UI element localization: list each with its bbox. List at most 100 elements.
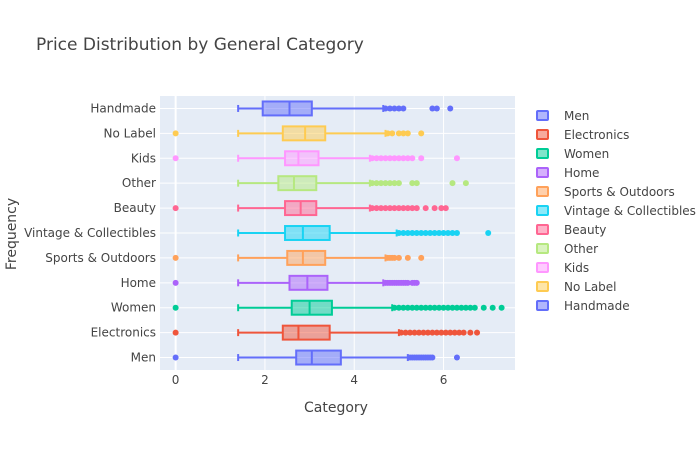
legend-item[interactable]: Vintage & Collectibles <box>533 201 696 220</box>
legend-item[interactable]: Men <box>533 106 696 125</box>
iqr-box <box>284 150 320 167</box>
x-tick-label: 4 <box>350 373 358 387</box>
legend-item[interactable]: Sports & Outdoors <box>533 182 696 201</box>
legend-item[interactable]: Electronics <box>533 125 696 144</box>
legend-swatch <box>536 148 549 159</box>
outlier-point <box>429 354 436 361</box>
iqr-box <box>277 175 318 192</box>
outlier-point <box>404 304 411 311</box>
outlier-point <box>409 155 416 162</box>
outlier-point <box>395 155 402 162</box>
legend[interactable]: Men Electronics Women Home Sports & Outdoors… <box>533 106 696 315</box>
box-trace[interactable] <box>172 274 420 291</box>
outlier-point <box>172 354 179 361</box>
outlier-point <box>453 155 460 162</box>
outlier-point <box>471 304 478 311</box>
outlier-point <box>445 304 452 311</box>
outlier-point <box>436 304 443 311</box>
outlier-point <box>429 105 436 112</box>
outlier-point <box>489 304 496 311</box>
outlier-point <box>453 354 460 361</box>
outlier-point <box>398 329 405 336</box>
outlier-point <box>409 205 416 212</box>
outlier-point <box>391 180 398 187</box>
box-trace[interactable] <box>237 175 469 192</box>
y-tick-label: Vintage & Collectibles <box>24 226 156 240</box>
outlier-point <box>378 180 385 187</box>
outlier-point <box>172 254 179 261</box>
box-trace[interactable] <box>172 324 481 341</box>
outlier-point <box>369 155 376 162</box>
iqr-box <box>286 249 327 266</box>
box-trace[interactable] <box>172 249 425 266</box>
outlier-point <box>427 304 434 311</box>
outlier-point <box>440 304 447 311</box>
iqr-box <box>281 125 327 142</box>
outlier-point <box>462 180 469 187</box>
legend-item[interactable]: Other <box>533 239 696 258</box>
legend-item[interactable]: Kids <box>533 258 696 277</box>
outlier-point <box>378 205 385 212</box>
box-trace[interactable] <box>172 299 505 316</box>
y-tick-label: Women <box>111 301 156 315</box>
outlier-point <box>384 130 391 137</box>
legend-swatch <box>536 224 549 235</box>
legend-item[interactable]: No Label <box>533 277 696 296</box>
outlier-point <box>467 329 474 336</box>
x-axis-label: Category <box>304 400 368 416</box>
outlier-point <box>382 205 389 212</box>
outlier-point <box>172 155 179 162</box>
outlier-point <box>386 205 393 212</box>
outlier-point <box>395 180 402 187</box>
outlier-point <box>391 105 398 112</box>
outlier-point <box>386 180 393 187</box>
outlier-point <box>369 180 376 187</box>
outlier-point <box>433 105 440 112</box>
outlier-point <box>458 304 465 311</box>
legend-label: Vintage & Collectibles <box>564 203 696 218</box>
outlier-point <box>386 155 393 162</box>
legend-item[interactable]: Home <box>533 163 696 182</box>
outlier-point <box>395 254 402 261</box>
legend-label: Home <box>564 165 600 180</box>
outlier-point <box>409 304 416 311</box>
outlier-point <box>418 304 425 311</box>
outlier-point <box>436 230 443 236</box>
outlier-point <box>407 329 414 336</box>
legend-item[interactable]: Women <box>533 144 696 163</box>
outlier-point <box>404 130 411 137</box>
legend-item[interactable]: Handmade <box>533 296 696 315</box>
outlier-point <box>453 230 460 236</box>
outlier-point <box>447 329 454 336</box>
outlier-point <box>431 304 438 311</box>
outlier-point <box>433 329 440 336</box>
iqr-box <box>261 100 313 117</box>
outlier-point <box>391 254 398 261</box>
outlier-point <box>391 155 398 162</box>
outlier-point <box>373 155 380 162</box>
legend-label: No Label <box>564 279 617 294</box>
box-trace[interactable] <box>172 200 449 217</box>
outlier-point <box>480 304 487 311</box>
box-trace[interactable] <box>237 100 454 117</box>
legend-swatch <box>536 167 549 178</box>
outlier-point <box>404 230 411 236</box>
legend-label: Other <box>564 241 599 256</box>
box-trace[interactable] <box>172 150 460 167</box>
outlier-point <box>413 205 420 212</box>
box-trace[interactable] <box>172 125 425 142</box>
outlier-point <box>422 205 429 212</box>
outlier-point <box>409 180 416 187</box>
box-trace[interactable] <box>172 349 460 366</box>
outlier-point <box>389 130 396 137</box>
outlier-point <box>395 230 402 236</box>
outlier-point <box>400 155 407 162</box>
outlier-point <box>172 329 179 336</box>
outlier-point <box>429 329 436 336</box>
outlier-point <box>415 329 422 336</box>
box-trace[interactable] <box>237 225 492 241</box>
outlier-point <box>369 205 376 212</box>
legend-swatch <box>536 186 549 197</box>
legend-item[interactable]: Beauty <box>533 220 696 239</box>
outlier-point <box>404 155 411 162</box>
